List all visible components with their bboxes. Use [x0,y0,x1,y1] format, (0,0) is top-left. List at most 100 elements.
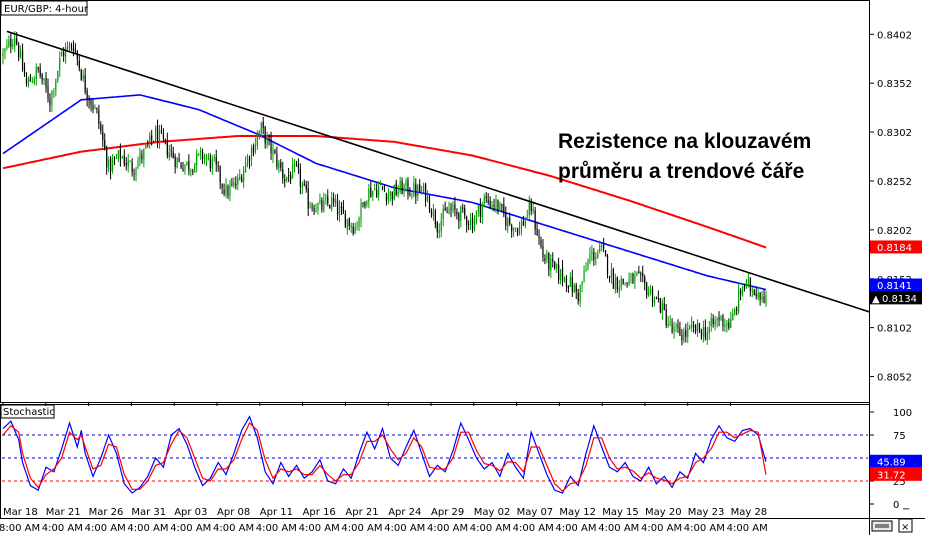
candle-body [241,177,243,182]
candle-body [638,271,640,274]
candle-body [289,175,292,181]
candle-body [170,150,172,152]
candle-body [648,291,650,297]
candle-body [376,189,378,197]
candle-body [41,74,43,81]
candle-body [117,150,120,158]
candle-body [321,200,323,210]
stochastic-label: Stochastic [3,407,55,418]
price-tick-label: 0.8252 [877,177,912,188]
candle-body [450,208,452,210]
panel-close-button[interactable]: × [898,518,913,533]
candle-body [18,44,20,58]
candle-body [462,207,464,209]
close-icon-frame[interactable] [898,518,913,533]
price-tag-label: 0.8184 [877,243,912,254]
candle-body [657,298,659,300]
candle-body [174,156,176,167]
candle-body [82,75,84,80]
candle-body [407,180,409,195]
candle-body [702,327,704,337]
candle-body [80,69,82,80]
price-tags: 0.8184 0.8141 0.8134▲ [870,240,922,305]
time-tick-time: 4:00 AM [470,523,511,534]
candle-body [370,187,372,197]
candle-body [687,327,689,338]
candle-body [131,162,133,173]
candle-body [569,276,571,287]
candle-body [219,166,221,183]
candle-body [718,317,720,321]
candle-body [160,129,163,133]
candle-body [346,219,348,229]
candle-body [264,126,266,144]
candle-body [495,199,497,208]
candle-body [753,290,755,295]
time-tick-time: 4:00 AM [170,523,211,534]
candle-body [534,210,536,230]
candle-body [518,227,521,234]
candle-body [481,204,483,218]
candle-body [393,185,395,201]
stochastic-value-tag-box [870,454,922,468]
candle-body [356,225,358,227]
candle-body [689,326,691,329]
candle-body [526,217,528,219]
candle-body [683,331,685,340]
scroll-toggle-button[interactable] [871,520,893,532]
candle-body [213,157,215,159]
candle-body [622,278,624,284]
time-tick-time: 4:00 AM [427,523,468,534]
time-tick-time: 4:00 AM [127,523,168,534]
candle-body [74,49,76,51]
candle-body [372,190,374,197]
candle-body [417,185,419,196]
candle-body [565,278,568,287]
candle-body [180,162,182,168]
candle-body [364,201,366,207]
candle-body [311,207,313,209]
close-icon[interactable]: × [901,522,909,533]
candle-body [274,150,276,154]
candle-body [366,200,368,206]
candle-body [323,199,325,211]
candle-body [231,183,233,185]
candle-body [25,77,28,84]
candle-body [178,157,180,162]
candle-body [215,156,217,165]
time-tick-date: Mar 21 [46,507,81,518]
candle-body [342,207,345,214]
scroll-toggle-bar [875,524,889,528]
price-tick-label: 0.8102 [877,324,912,335]
candle-body [383,190,386,192]
candle-body [338,207,341,216]
candle-body [507,218,509,227]
panel-minus-button[interactable]: − [902,504,910,515]
candle-body [176,158,178,168]
candle-body [100,124,102,132]
ma-fast-line [2,94,767,291]
candle-body [129,161,131,163]
candle-body [509,217,511,224]
stochastic-label-box [0,404,55,419]
candle-body [196,153,198,166]
candle-body [473,220,476,229]
time-tick-time: 4:00 AM [341,523,382,534]
candle-body [528,202,530,216]
candle-body [403,185,405,193]
candle-body [579,285,581,303]
candle-body [665,309,667,326]
candle-body [104,140,106,149]
candle-body [732,313,734,321]
candle-body [65,47,67,57]
candle-body [102,131,104,140]
candle-body [325,198,327,199]
candle-body [66,45,69,49]
candle-body [626,283,628,285]
candle-body [258,132,260,138]
candle-body [243,170,245,182]
candle-body [96,108,98,110]
candle-body [237,177,239,185]
candle-body [599,245,601,252]
